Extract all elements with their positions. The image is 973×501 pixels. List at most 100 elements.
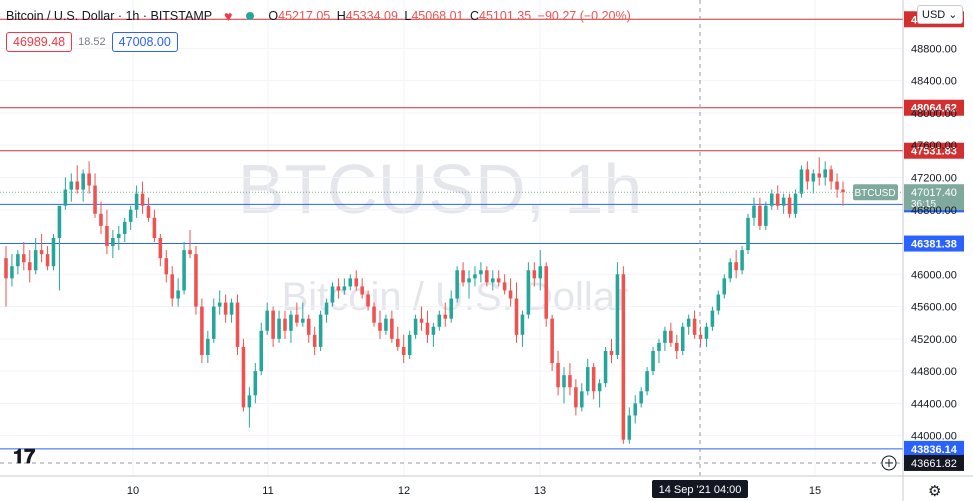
change-value: −90.27 (−0.20%): [537, 9, 631, 23]
candle-body: [158, 238, 163, 259]
candle-body: [336, 286, 341, 291]
time-tick-label: 11: [262, 485, 273, 497]
candle-body: [692, 318, 697, 335]
candle-body: [704, 326, 709, 339]
price-tick-label: 48800.00: [911, 43, 957, 55]
candle-body: [396, 338, 400, 347]
sell-button[interactable]: 46989.48: [6, 32, 73, 52]
candle-body: [485, 270, 489, 283]
candle-body: [734, 262, 738, 271]
candle-body: [603, 350, 608, 384]
candle-body: [597, 383, 602, 392]
tradingview-logo-icon[interactable]: 𝟏𝟕: [13, 444, 36, 468]
candle-body: [39, 250, 44, 255]
candle-body: [81, 173, 85, 190]
symbol-header: Bitcoin / U.S. Dollar · 1h · BITSTAMP ♥ …: [6, 6, 634, 26]
candle-body: [621, 274, 626, 440]
candle-body: [117, 233, 121, 238]
candle-body: [413, 318, 418, 335]
symbol-title[interactable]: Bitcoin / U.S. Dollar · 1h · BITSTAMP: [6, 9, 213, 23]
candle-body: [247, 395, 252, 408]
current-price-tag-bg: [904, 184, 964, 211]
candle-body: [669, 330, 673, 343]
close-label: C: [469, 9, 480, 23]
low-label: L: [404, 9, 412, 23]
symbol-tag-bg: [853, 184, 898, 201]
candle-body: [568, 375, 572, 388]
price-tick-label: 44400.00: [911, 398, 957, 410]
candle-body: [473, 274, 477, 279]
candle-body: [105, 225, 109, 247]
candle-body: [122, 221, 127, 234]
price-tick-label: 46800.00: [911, 205, 957, 217]
candle-body: [10, 266, 14, 279]
time-axis: 10 11 12 13 14 Sep '21 04:00 15: [0, 475, 973, 498]
candle-body: [793, 193, 798, 214]
candle-body: [657, 342, 661, 351]
candle-body: [176, 290, 180, 299]
candle-body: [591, 367, 596, 392]
price-tick-label: 47200.00: [911, 172, 957, 184]
crosshair-time-label: 14 Sep '21 04:00: [659, 484, 742, 496]
candle-body: [301, 318, 305, 323]
candle-body: [775, 193, 780, 206]
price-tick-label: 47600.00: [911, 140, 957, 152]
candle-body: [698, 334, 703, 339]
candle-body: [229, 302, 234, 315]
candle-body: [265, 310, 269, 331]
candle-body: [211, 306, 216, 339]
candle-body: [235, 302, 240, 347]
candle-body: [283, 318, 287, 331]
candle-body: [514, 298, 519, 335]
crosshair-time-bg: [652, 480, 748, 498]
time-tick-label: 15: [809, 485, 821, 497]
candle-body: [550, 318, 554, 364]
price-axis: 48800.00 48400.00 48000.00 47600.00 47200.00…: [902, 0, 957, 501]
candle-body: [431, 326, 436, 335]
candle-body: [675, 342, 679, 351]
candle-body: [306, 318, 311, 335]
candle-body: [134, 193, 139, 210]
level-tag-bg: [904, 235, 964, 252]
heart-icon[interactable]: ♥: [224, 8, 233, 24]
candle-body: [63, 189, 68, 206]
candle-body: [390, 318, 394, 339]
price-tick-label: 45600.00: [911, 302, 957, 314]
level-tag-bg: [904, 142, 964, 159]
gear-icon[interactable]: ⚙: [928, 483, 942, 500]
candle-body: [823, 169, 827, 178]
candle-body: [562, 375, 566, 388]
candle-body: [330, 286, 335, 303]
currency-select[interactable]: USD ⌄: [917, 5, 963, 24]
candle-body: [781, 197, 786, 206]
candle-body: [87, 173, 91, 186]
candle-body: [639, 391, 643, 404]
time-tick-label: 10: [127, 485, 139, 497]
level-tag-bg: [904, 440, 964, 457]
candle-body: [128, 209, 133, 222]
candle-body: [449, 298, 453, 319]
candle-body: [194, 254, 198, 307]
candle-body: [289, 314, 293, 331]
candle-body: [799, 169, 804, 194]
candle-body: [277, 318, 281, 339]
candle-body: [627, 415, 632, 440]
current-price-label: 47017.40: [911, 187, 957, 199]
candle-body: [188, 250, 192, 255]
open-label: O: [268, 9, 279, 23]
candle-body: [437, 314, 442, 327]
candle-body: [490, 278, 495, 283]
symbol-tag-label: BTCUSD: [854, 188, 895, 199]
candle-body: [580, 391, 584, 408]
candle-body: [526, 270, 531, 315]
candle-body: [787, 197, 792, 214]
buy-button[interactable]: 47008.00: [111, 32, 178, 52]
candle-body: [835, 181, 839, 190]
candle-body: [829, 169, 833, 182]
candle-body: [140, 193, 145, 206]
candle-body: [22, 254, 26, 263]
candle-body: [51, 238, 56, 267]
candle-body: [680, 326, 685, 351]
